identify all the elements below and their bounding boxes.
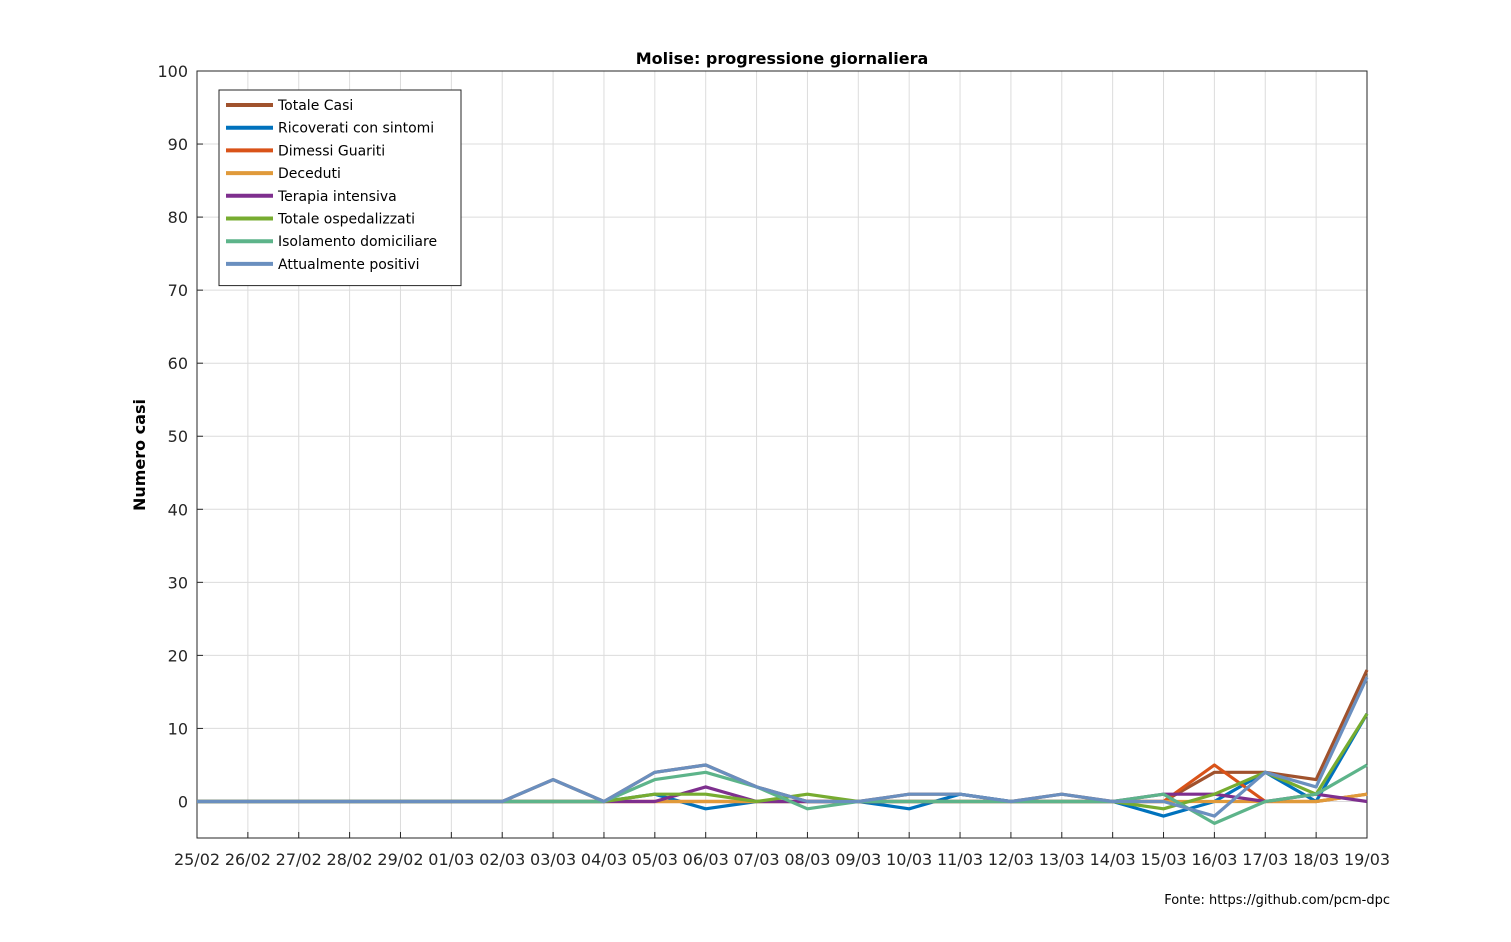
legend-label: Attualmente positivi [278, 257, 420, 273]
y-axis-label: Numero casi [130, 399, 149, 511]
y-tick-label: 90 [168, 135, 188, 154]
x-tick-label: 08/03 [784, 850, 830, 869]
series-line-8 [197, 676, 1369, 818]
x-tick-label: 07/03 [734, 850, 780, 869]
y-tick-label: 0 [178, 792, 188, 811]
x-tick-label: 19/03 [1344, 850, 1390, 869]
x-tick-label: 29/02 [377, 850, 423, 869]
x-tick-label: 09/03 [835, 850, 881, 869]
y-tick-label: 10 [168, 719, 188, 738]
y-tick-label: 100 [157, 62, 188, 81]
legend-label: Totale ospedalizzati [277, 212, 415, 228]
source-note: Fonte: https://github.com/pcm-dpc [1164, 893, 1390, 908]
legend-label: Dimessi Guariti [278, 143, 385, 159]
y-tick-label: 80 [168, 208, 188, 227]
tick-labels: 25/02 26/02 27/02 28/02 29/02 01/03 02/03 03/03… [157, 62, 1390, 869]
x-tick-label: 15/03 [1140, 850, 1186, 869]
x-tick-label: 17/03 [1242, 850, 1288, 869]
series-lines [197, 669, 1369, 826]
legend-label: Totale Casi [277, 98, 353, 114]
x-tick-label: 27/02 [276, 850, 322, 869]
y-tick-label: 30 [168, 573, 188, 592]
y-tick-label: 40 [168, 500, 188, 519]
x-tick-label: 13/03 [1039, 850, 1085, 869]
x-tick-label: 01/03 [428, 850, 474, 869]
plot-frame [196, 70, 1368, 839]
x-tick-label: 26/02 [225, 850, 271, 869]
x-tick-label: 18/03 [1293, 850, 1339, 869]
y-tick-label: 70 [168, 281, 188, 300]
x-tick-label: 28/02 [327, 850, 373, 869]
x-tick-label: 05/03 [632, 850, 678, 869]
y-tick-label: 50 [168, 427, 188, 446]
legend: Totale Casi Ricoverati con sintomi Dimessi… [218, 89, 462, 287]
x-tick-label: 10/03 [886, 850, 932, 869]
legend-label: Deceduti [278, 166, 341, 182]
x-tick-label: 16/03 [1191, 850, 1237, 869]
x-tick-label: 12/03 [988, 850, 1034, 869]
legend-label: Terapia intensiva [277, 189, 397, 205]
legend-box [218, 89, 462, 287]
axes [196, 70, 1368, 839]
x-tick-label: 11/03 [937, 850, 983, 869]
x-tick-label: 14/03 [1090, 850, 1136, 869]
legend-label: Ricoverati con sintomi [278, 121, 434, 137]
y-tick-label: 60 [168, 354, 188, 373]
x-tick-label: 03/03 [530, 850, 576, 869]
chart-title: Molise: progressione giornaliera [636, 49, 929, 68]
legend-label: Isolamento domiciliare [278, 234, 437, 250]
x-tick-label: 06/03 [683, 850, 729, 869]
x-tick-label: 04/03 [581, 850, 627, 869]
x-tick-label: 02/03 [479, 850, 525, 869]
y-tick-label: 20 [168, 646, 188, 665]
x-tick-label: 25/02 [174, 850, 220, 869]
